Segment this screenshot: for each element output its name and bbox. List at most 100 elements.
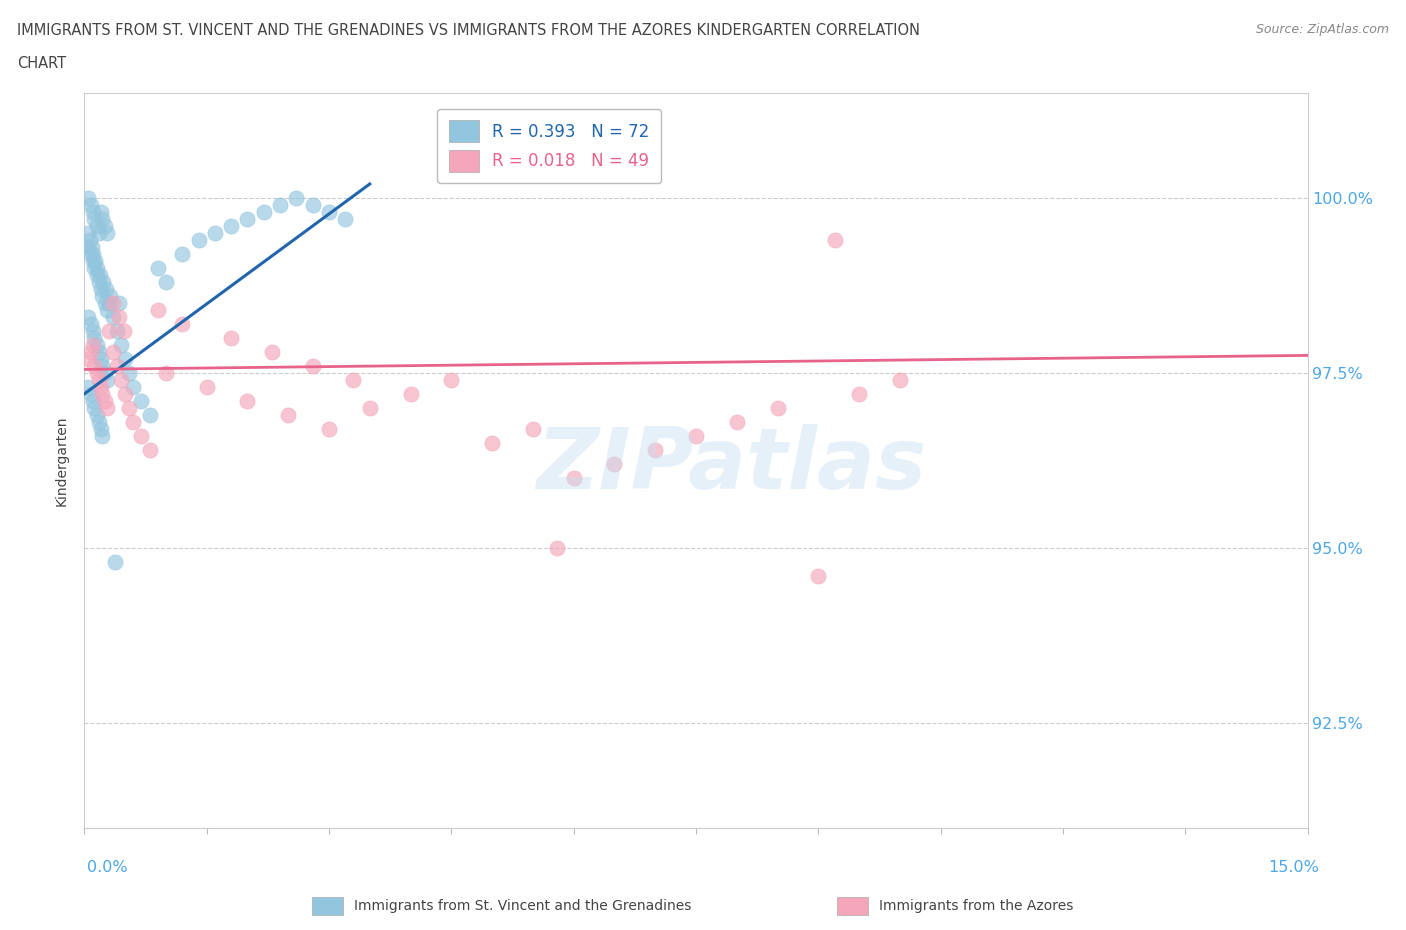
Point: [86, 338, 108, 352]
Text: 0.0%: 0.0%: [87, 860, 128, 875]
Point: [138, 407, 160, 422]
Point: [114, 387, 136, 402]
Point: [440, 372, 463, 387]
Point: [522, 421, 544, 436]
Point: [110, 372, 132, 387]
Point: [97, 296, 120, 311]
Point: [82, 324, 104, 339]
Point: [90, 282, 112, 297]
Point: [91, 358, 114, 373]
Point: [86, 407, 108, 422]
Point: [118, 401, 141, 416]
Point: [260, 344, 283, 359]
Point: [187, 232, 209, 247]
Point: [77, 352, 100, 366]
Point: [87, 415, 110, 430]
Point: [766, 401, 789, 416]
Text: CHART: CHART: [17, 56, 66, 71]
Point: [562, 471, 585, 485]
Point: [82, 393, 104, 408]
Point: [96, 372, 118, 387]
Point: [155, 365, 177, 380]
Point: [87, 344, 110, 359]
Point: [685, 429, 707, 444]
Point: [277, 407, 299, 422]
Point: [318, 421, 340, 436]
Point: [89, 268, 111, 283]
Point: [101, 296, 124, 311]
Point: [77, 240, 100, 255]
Point: [122, 415, 145, 430]
Point: [138, 443, 160, 458]
Text: IMMIGRANTS FROM ST. VINCENT AND THE GRENADINES VS IMMIGRANTS FROM THE AZORES KIN: IMMIGRANTS FROM ST. VINCENT AND THE GREN…: [17, 23, 920, 38]
Point: [253, 205, 276, 219]
Point: [91, 211, 114, 226]
Point: [93, 393, 117, 408]
Point: [91, 387, 114, 402]
Point: [90, 379, 112, 394]
Point: [77, 225, 100, 240]
Point: [80, 316, 103, 331]
Point: [96, 225, 118, 240]
Point: [82, 254, 104, 269]
Point: [546, 540, 568, 555]
Point: [644, 443, 666, 458]
Point: [97, 324, 120, 339]
Point: [195, 379, 218, 394]
Point: [107, 296, 129, 311]
Point: [93, 365, 117, 380]
Point: [110, 338, 132, 352]
Point: [79, 232, 101, 247]
Point: [90, 352, 112, 366]
Legend: R = 0.393   N = 72, R = 0.018   N = 49: R = 0.393 N = 72, R = 0.018 N = 49: [437, 109, 661, 183]
Point: [204, 225, 226, 240]
Point: [219, 219, 242, 233]
Point: [172, 316, 194, 331]
Point: [80, 246, 103, 261]
Point: [481, 435, 503, 450]
Point: [122, 379, 145, 394]
Point: [86, 219, 108, 233]
Point: [359, 401, 381, 416]
Point: [172, 246, 194, 261]
Point: [91, 429, 114, 444]
Point: [146, 302, 169, 317]
Point: [342, 372, 364, 387]
Point: [80, 240, 103, 255]
Point: [105, 324, 128, 339]
Point: [236, 393, 259, 408]
Point: [101, 310, 124, 325]
Point: [86, 365, 108, 380]
Point: [96, 401, 118, 416]
Point: [93, 296, 117, 311]
Point: [107, 310, 129, 325]
Point: [86, 268, 108, 283]
Point: [318, 205, 340, 219]
Point: [77, 379, 100, 394]
Point: [80, 197, 103, 212]
Point: [131, 393, 153, 408]
Point: [146, 260, 169, 275]
Text: 15.0%: 15.0%: [1268, 860, 1319, 875]
Point: [90, 205, 112, 219]
Point: [824, 232, 846, 247]
Point: [807, 568, 830, 583]
Point: [105, 358, 128, 373]
Point: [86, 260, 108, 275]
Point: [83, 401, 105, 416]
Point: [93, 219, 117, 233]
Point: [83, 211, 105, 226]
Point: [131, 429, 153, 444]
Text: Immigrants from the Azores: Immigrants from the Azores: [879, 898, 1073, 913]
Point: [91, 274, 114, 289]
Point: [82, 246, 104, 261]
Point: [335, 211, 357, 226]
Point: [101, 344, 124, 359]
Y-axis label: Kindergarten: Kindergarten: [55, 415, 69, 506]
Point: [155, 274, 177, 289]
Point: [80, 344, 103, 359]
Point: [87, 274, 110, 289]
Point: [77, 191, 100, 206]
Point: [219, 330, 242, 345]
Point: [90, 421, 112, 436]
